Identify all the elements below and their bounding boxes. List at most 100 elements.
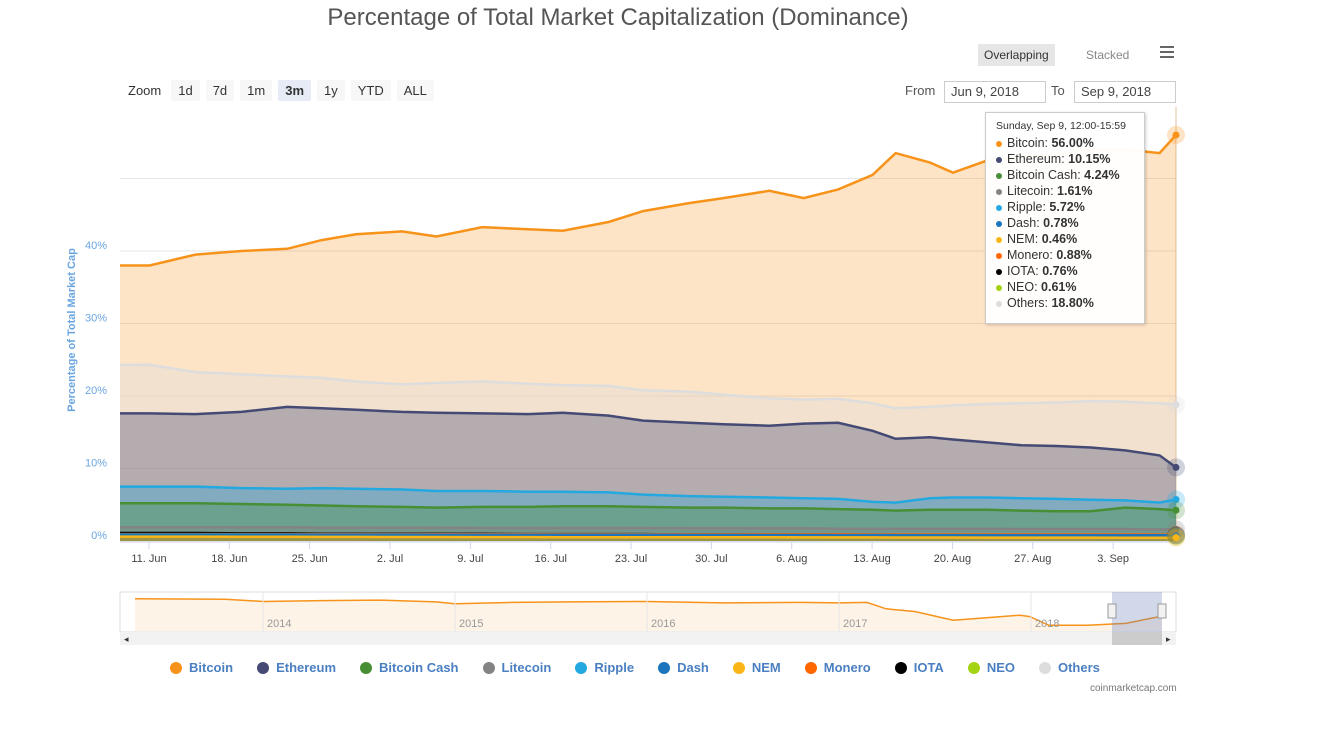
x-tick-label: 30. Jul: [695, 553, 727, 565]
series-dot-icon: [996, 204, 1002, 211]
navigator-line: [134, 597, 1163, 627]
y-tick-label: 40%: [85, 240, 107, 252]
tooltip-series-name: IOTA: [1007, 264, 1036, 278]
legend-item-dash[interactable]: Dash: [658, 660, 709, 675]
legend: Bitcoin Ethereum Bitcoin Cash Litecoin Rippl…: [170, 660, 1100, 675]
x-tick-label: 11. Jun: [131, 553, 166, 565]
tooltip: Sunday, Sep 9, 12:00-15:59 Bitcoin: 56.0…: [985, 112, 1145, 324]
x-tick-label: 6. Aug: [776, 553, 807, 565]
tooltip-row: IOTA: 0.76%: [996, 263, 1144, 279]
tooltip-series-value: 0.88%: [1056, 248, 1092, 262]
series-dot-icon: [996, 284, 1002, 291]
tooltip-series-value: 4.24%: [1084, 168, 1120, 182]
legend-item-monero[interactable]: Monero: [804, 660, 871, 675]
legend-swatch-icon: [804, 661, 817, 674]
hamburger-icon[interactable]: [1160, 46, 1174, 61]
scrollbar-thumb[interactable]: [1112, 632, 1162, 645]
navigator-handle[interactable]: [1157, 603, 1167, 619]
legend-label: IOTA: [913, 660, 944, 675]
legend-swatch-icon: [257, 661, 270, 674]
tooltip-series-value: 1.61%: [1057, 184, 1093, 198]
tooltip-row: Bitcoin Cash: 4.24%: [996, 167, 1144, 183]
zoom-ytd-button[interactable]: YTD: [350, 80, 391, 101]
series-dot-icon: [996, 252, 1002, 259]
legend-item-litecoin[interactable]: Litecoin: [482, 660, 551, 675]
zoom-1m-button[interactable]: 1m: [240, 80, 273, 101]
series-dot-icon: [996, 140, 1002, 147]
hover-marker: [1172, 463, 1180, 471]
area-bitcoin: [120, 135, 1176, 541]
legend-label: Monero: [823, 660, 871, 675]
tooltip-series-value: 0.76%: [1042, 264, 1078, 278]
zoom-3m-button[interactable]: 3m: [278, 80, 312, 101]
legend-label: Ripple: [594, 660, 635, 675]
from-date-input[interactable]: Jun 9, 2018: [944, 81, 1046, 103]
legend-item-others[interactable]: Others: [1038, 660, 1100, 675]
stacked-button[interactable]: Stacked: [1086, 48, 1130, 62]
legend-item-bitcoin[interactable]: Bitcoin: [170, 660, 233, 675]
legend-item-bitcoin-cash[interactable]: Bitcoin Cash: [360, 660, 459, 675]
legend-swatch-icon: [1038, 661, 1051, 674]
tooltip-series-value: 5.72%: [1049, 200, 1085, 214]
tooltip-row: Dash: 0.78%: [996, 215, 1144, 231]
navigator-handle[interactable]: [1107, 603, 1117, 619]
tooltip-series-value: 0.46%: [1041, 232, 1078, 246]
tooltip-series-name: Ethereum: [1007, 152, 1062, 166]
x-tick-label: 23. Jul: [615, 553, 647, 565]
chart-svg: Percentage of Total Market Cap 0% 10% 20% 3…: [66, 107, 1185, 645]
zoom-all-button[interactable]: ALL: [396, 80, 434, 101]
legend-item-neo[interactable]: NEO: [967, 660, 1015, 675]
series-dot-icon: [996, 268, 1002, 275]
tooltip-series-name: Bitcoin: [1007, 136, 1045, 150]
area-bitcoin-cash: [120, 503, 1176, 541]
y-tick-label: 30%: [85, 313, 107, 325]
x-tick-label: 20. Aug: [934, 553, 971, 565]
tooltip-row: NEM: 0.46%: [996, 231, 1144, 247]
navigator-year-label: 2014: [267, 618, 291, 630]
tooltip-series-name: Litecoin: [1007, 184, 1051, 198]
hover-marker: [1172, 401, 1180, 409]
legend-item-ripple[interactable]: Ripple: [575, 660, 634, 675]
legend-item-ethereum[interactable]: Ethereum: [257, 660, 336, 675]
tooltip-series-name: Monero: [1007, 248, 1050, 262]
legend-swatch-icon: [967, 661, 980, 674]
tooltip-row: Bitcoin: 56.00%: [996, 135, 1144, 151]
x-tick-label: 9. Jul: [457, 553, 483, 565]
navigator-selection[interactable]: [1112, 592, 1162, 632]
legend-label: Ethereum: [276, 660, 337, 675]
legend-swatch-icon: [360, 661, 373, 674]
line-ripple: [119, 485, 1177, 504]
scrollbar-track[interactable]: [120, 632, 1176, 645]
tooltip-row: Ethereum: 10.15%: [996, 151, 1144, 167]
line-ethereum: [120, 405, 1177, 469]
scroll-right-arrow-icon[interactable]: ▸: [1166, 634, 1171, 644]
legend-label: NEM: [751, 660, 781, 675]
overlapping-button[interactable]: Overlapping: [978, 44, 1055, 66]
tooltip-series-name: Ripple: [1007, 200, 1043, 214]
line-others: [119, 363, 1177, 410]
y-tick-label: 20%: [85, 385, 107, 397]
series-dot-icon: [996, 300, 1002, 307]
legend-swatch-icon: [894, 661, 907, 674]
legend-item-iota[interactable]: IOTA: [894, 660, 944, 675]
x-tick-label: 16. Jul: [534, 553, 566, 565]
credit-link[interactable]: coinmarketcap.com: [1090, 683, 1177, 694]
hover-marker: [1172, 506, 1180, 514]
zoom-1y-button[interactable]: 1y: [317, 80, 345, 101]
navigator-year-label: 2018: [1035, 618, 1059, 630]
scroll-left-arrow-icon[interactable]: ◂: [124, 634, 129, 644]
legend-swatch-icon: [482, 661, 495, 674]
legend-item-nem[interactable]: NEM: [732, 660, 781, 675]
legend-label: Dash: [677, 660, 709, 675]
navigator-year-label: 2015: [459, 618, 483, 630]
tooltip-series-name: Dash: [1007, 216, 1037, 230]
zoom-7d-button[interactable]: 7d: [205, 80, 235, 101]
tooltip-series-name: Others: [1007, 296, 1045, 310]
zoom-1d-button[interactable]: 1d: [171, 80, 200, 101]
tooltip-row: Litecoin: 1.61%: [996, 183, 1144, 199]
navigator-area: [135, 598, 1162, 631]
legend-swatch-icon: [732, 661, 745, 674]
legend-label: NEO: [986, 660, 1015, 675]
to-date-input[interactable]: Sep 9, 2018: [1074, 81, 1176, 103]
series-dot-icon: [996, 236, 1002, 243]
